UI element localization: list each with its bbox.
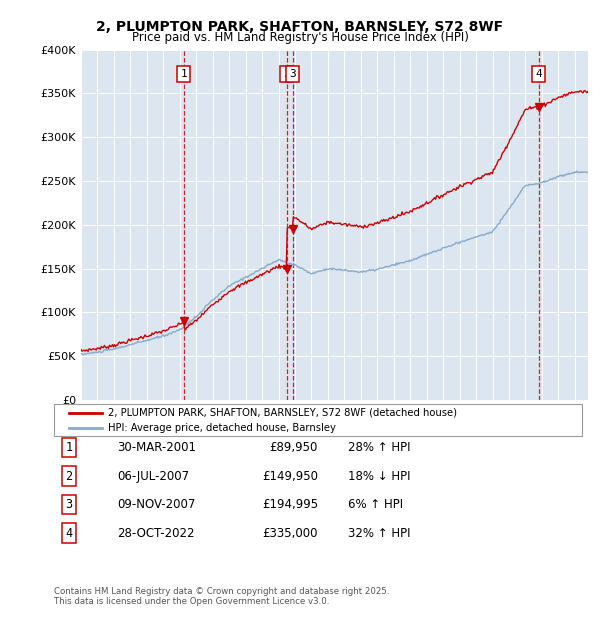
Text: 2: 2 (65, 470, 73, 482)
Text: £89,950: £89,950 (269, 441, 318, 454)
Text: 30-MAR-2001: 30-MAR-2001 (117, 441, 196, 454)
Text: 4: 4 (536, 69, 542, 79)
Text: £335,000: £335,000 (263, 527, 318, 539)
Text: 2: 2 (283, 69, 290, 79)
Text: 2, PLUMPTON PARK, SHAFTON, BARNSLEY, S72 8WF: 2, PLUMPTON PARK, SHAFTON, BARNSLEY, S72… (97, 20, 503, 34)
Text: 1: 1 (65, 441, 73, 454)
Text: Contains HM Land Registry data © Crown copyright and database right 2025.
This d: Contains HM Land Registry data © Crown c… (54, 587, 389, 606)
Text: 28-OCT-2022: 28-OCT-2022 (117, 527, 194, 539)
Text: 3: 3 (289, 69, 296, 79)
Text: 06-JUL-2007: 06-JUL-2007 (117, 470, 189, 482)
Text: £194,995: £194,995 (262, 498, 318, 511)
Text: 18% ↓ HPI: 18% ↓ HPI (348, 470, 410, 482)
Text: 2, PLUMPTON PARK, SHAFTON, BARNSLEY, S72 8WF (detached house): 2, PLUMPTON PARK, SHAFTON, BARNSLEY, S72… (108, 408, 457, 418)
Text: 1: 1 (181, 69, 187, 79)
Text: 3: 3 (65, 498, 73, 511)
Text: 6% ↑ HPI: 6% ↑ HPI (348, 498, 403, 511)
Text: Price paid vs. HM Land Registry's House Price Index (HPI): Price paid vs. HM Land Registry's House … (131, 31, 469, 44)
Text: 4: 4 (65, 527, 73, 539)
Text: 32% ↑ HPI: 32% ↑ HPI (348, 527, 410, 539)
Text: HPI: Average price, detached house, Barnsley: HPI: Average price, detached house, Barn… (108, 423, 336, 433)
Text: £149,950: £149,950 (262, 470, 318, 482)
Text: 09-NOV-2007: 09-NOV-2007 (117, 498, 196, 511)
Text: 28% ↑ HPI: 28% ↑ HPI (348, 441, 410, 454)
